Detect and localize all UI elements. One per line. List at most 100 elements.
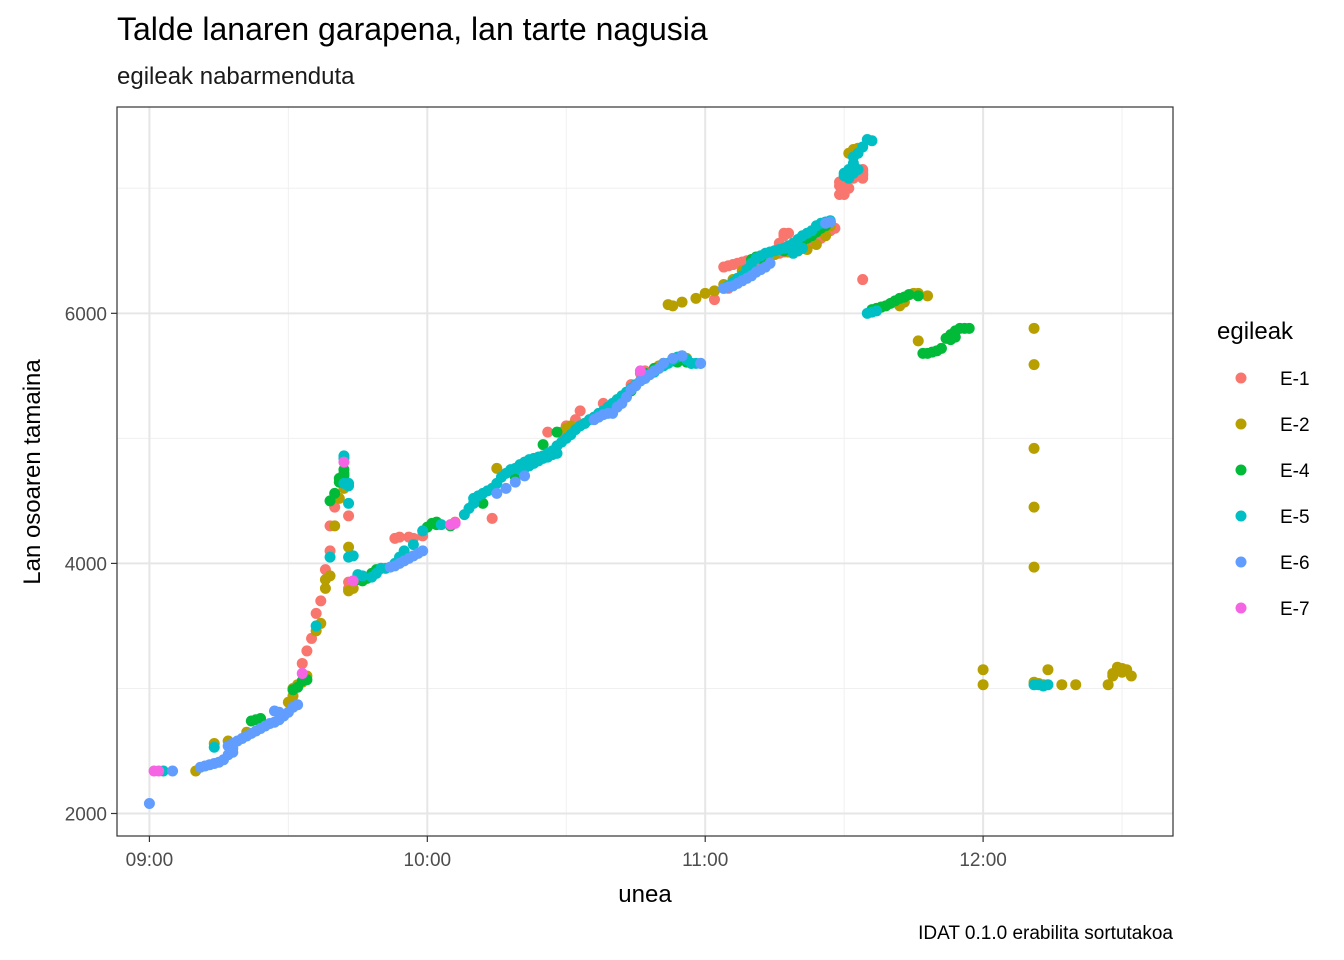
- data-point: [963, 322, 975, 334]
- legend-item-e-1: E-1: [1235, 369, 1310, 390]
- data-point: [834, 180, 846, 192]
- data-point: [1028, 501, 1040, 513]
- data-point: [153, 765, 165, 777]
- data-point: [296, 667, 308, 679]
- data-point: [1042, 664, 1054, 676]
- series-e-7: [148, 365, 646, 777]
- data-point: [435, 519, 447, 531]
- data-point: [912, 290, 924, 302]
- data-point: [824, 216, 836, 228]
- legend-item-e-6: E-6: [1235, 553, 1310, 574]
- data-point: [389, 532, 401, 544]
- legend-key: [1235, 464, 1247, 476]
- data-point: [491, 487, 503, 499]
- data-point: [977, 679, 989, 691]
- data-point: [509, 476, 521, 488]
- data-point: [1070, 679, 1082, 691]
- data-point: [1102, 679, 1114, 691]
- data-point: [1042, 679, 1054, 691]
- data-point: [301, 645, 313, 657]
- grid-major: [117, 107, 1173, 836]
- data-point: [347, 575, 359, 587]
- data-point: [356, 570, 368, 582]
- data-point: [667, 352, 679, 364]
- data-point: [658, 357, 670, 369]
- data-point: [718, 261, 730, 273]
- chart-title: Talde lanaren garapena, lan tarte nagusi…: [117, 11, 708, 47]
- data-point: [500, 482, 512, 494]
- data-point: [912, 335, 924, 347]
- data-point: [857, 274, 869, 286]
- legend-label: E-2: [1280, 415, 1310, 436]
- data-point: [852, 164, 864, 176]
- data-point: [574, 405, 586, 417]
- data-point: [1107, 667, 1119, 679]
- data-point: [764, 257, 776, 269]
- data-point: [778, 227, 790, 239]
- data-point: [708, 294, 720, 306]
- legend-item-e-2: E-2: [1235, 415, 1310, 436]
- legend-item-e-7: E-7: [1235, 599, 1310, 620]
- data-point: [634, 365, 646, 377]
- data-point: [922, 290, 934, 302]
- data-point: [1116, 666, 1128, 678]
- y-axis: 2000 4000 6000: [65, 304, 117, 825]
- data-point: [343, 497, 355, 509]
- data-point: [1028, 322, 1040, 334]
- data-point: [676, 350, 688, 362]
- data-point: [810, 239, 822, 251]
- legend-key: [1235, 418, 1247, 430]
- x-tick-label: 09:00: [126, 850, 174, 871]
- data-point: [537, 439, 549, 451]
- data-point: [1028, 359, 1040, 371]
- data-point: [347, 550, 359, 562]
- x-tick-label: 12:00: [959, 850, 1007, 871]
- data-point: [343, 541, 355, 553]
- y-tick-label: 6000: [65, 304, 107, 325]
- data-point: [1028, 442, 1040, 454]
- data-point: [866, 135, 878, 147]
- data-point: [977, 664, 989, 676]
- data-point: [417, 545, 429, 557]
- data-point: [949, 331, 961, 343]
- data-point: [319, 582, 331, 594]
- data-point: [1056, 679, 1068, 691]
- legend-key: [1235, 556, 1247, 568]
- legend-item-e-4: E-4: [1235, 461, 1310, 482]
- data-point: [315, 595, 327, 607]
- data-point: [551, 426, 563, 438]
- data-point: [324, 570, 336, 582]
- x-tick-label: 10:00: [404, 850, 452, 871]
- legend-label: E-6: [1280, 553, 1310, 574]
- data-point: [935, 342, 947, 354]
- data-point: [695, 357, 707, 369]
- data-point: [310, 620, 322, 632]
- y-tick-label: 4000: [65, 554, 107, 575]
- series-e-6: [143, 216, 836, 809]
- data-point: [310, 607, 322, 619]
- data-point: [542, 426, 554, 438]
- data-point: [667, 300, 679, 312]
- chart-subtitle: egileak nabarmenduta: [117, 63, 355, 90]
- legend-key: [1235, 602, 1247, 614]
- chart-caption: IDAT 0.1.0 erabilita sortutakoa: [918, 923, 1173, 944]
- data-point: [1028, 561, 1040, 573]
- legend-item-e-5: E-5: [1235, 507, 1310, 528]
- data-point: [292, 699, 304, 711]
- data-point: [208, 741, 220, 753]
- data-point: [699, 287, 711, 299]
- legend-label: E-5: [1280, 507, 1310, 528]
- y-axis-title: Lan osoaren tamaina: [19, 359, 46, 585]
- data-point: [324, 551, 336, 563]
- legend-key: [1235, 510, 1247, 522]
- data-point: [449, 517, 461, 529]
- data-point: [491, 462, 503, 474]
- legend-label: E-7: [1280, 599, 1310, 620]
- data-point: [417, 525, 429, 537]
- legend: E-1 E-2 E-4 E-5 E-6 E-7: [1235, 369, 1310, 620]
- data-point: [143, 797, 155, 809]
- data-point: [329, 520, 341, 532]
- data-point: [273, 706, 285, 718]
- data-point: [843, 182, 855, 194]
